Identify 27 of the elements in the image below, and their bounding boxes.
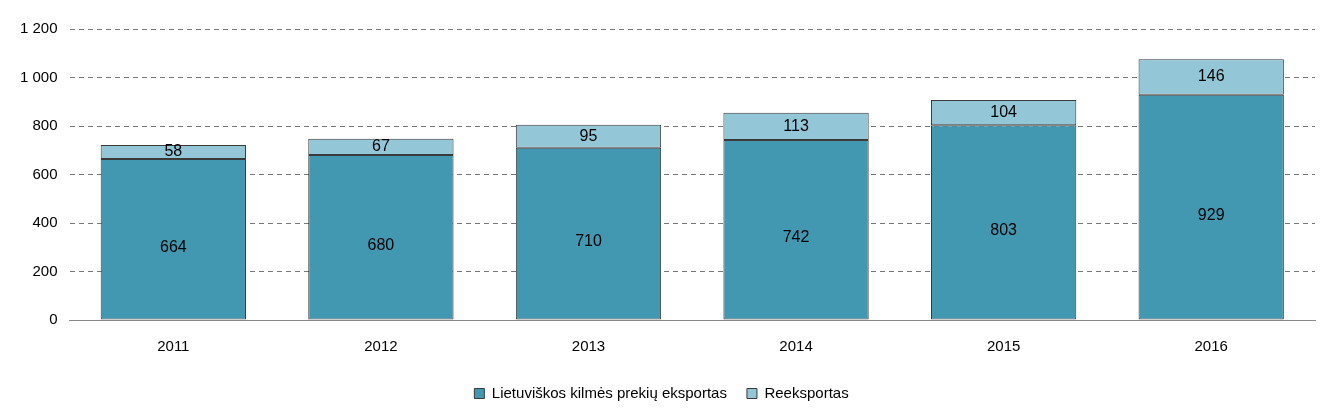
data-label: 95 [579,126,598,144]
data-label: 104 [990,103,1018,121]
y-tick-label: 1 200 [19,19,58,37]
data-label: 680 [367,235,395,253]
x-tick-label: 2013 [571,337,606,355]
x-tick-label: 2015 [986,337,1021,355]
x-tick-label: 2011 [157,337,190,355]
data-label: 113 [783,116,809,134]
y-tick-label: 200 [32,261,58,279]
y-tick-label: 1 000 [19,67,58,85]
data-label: 929 [1197,205,1225,223]
data-label: 58 [164,142,183,160]
data-label: 67 [372,137,390,155]
legend-label: Lietuviškos kilmės prekių eksportas [491,383,727,401]
data-label: 146 [1197,67,1225,85]
y-tick-label: 400 [32,213,58,231]
x-tick-label: 2012 [364,337,398,355]
x-tick-label: 2016 [1194,337,1228,355]
data-label: 664 [159,237,187,255]
y-tick-label: 800 [32,116,58,134]
data-label: 710 [575,232,602,250]
y-tick-label: 0 [49,310,58,328]
data-label: 742 [782,228,810,246]
y-tick-label: 600 [32,164,58,182]
legend-label: Reeksportas [764,383,849,401]
x-tick-label: 2014 [779,337,813,355]
data-label: 803 [990,220,1018,238]
